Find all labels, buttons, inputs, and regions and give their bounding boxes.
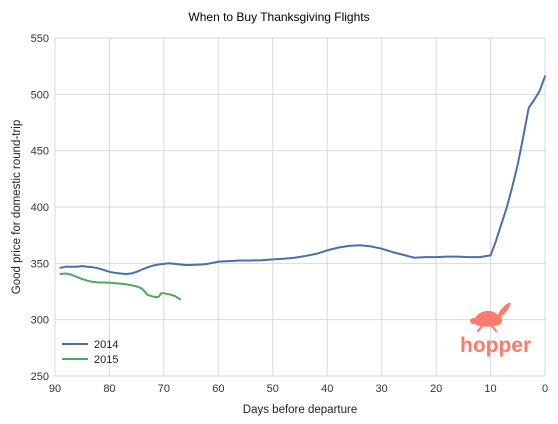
y-tick-label: 400	[31, 202, 49, 214]
legend-label-2015: 2015	[94, 354, 118, 366]
y-axis-label: Good price for domestic round-trip	[11, 120, 23, 295]
grid	[54, 37, 546, 377]
x-tick-label: 20	[430, 383, 442, 395]
series-line-2015	[59, 272, 182, 301]
chart-title: When to Buy Thanksgiving Flights	[188, 10, 369, 24]
x-tick-label: 10	[484, 383, 496, 395]
x-tick-label: 60	[212, 383, 224, 395]
legend: 2014 2015	[62, 339, 118, 366]
y-tick-label: 250	[31, 371, 49, 383]
x-axis-label: Days before departure	[243, 404, 357, 416]
legend-label-2014: 2014	[94, 339, 118, 351]
x-tick-label: 40	[321, 383, 333, 395]
hopper-logo: hopper	[460, 302, 531, 357]
y-tick-label: 350	[31, 258, 49, 270]
y-tick-labels: 250 300 350 400 450 500 550	[31, 33, 49, 383]
hopper-logo-text: hopper	[460, 334, 531, 357]
x-tick-label: 50	[267, 383, 279, 395]
x-tick-label: 0	[542, 383, 548, 395]
rabbit-icon	[470, 302, 511, 333]
y-tick-label: 550	[31, 33, 49, 45]
series-line-2014	[59, 75, 546, 275]
y-tick-label: 300	[31, 315, 49, 327]
series-layer	[59, 75, 546, 301]
x-tick-labels: 90 80 70 60 50 40 30 20 10 0	[49, 383, 548, 395]
y-tick-label: 500	[31, 89, 49, 101]
y-tick-label: 450	[31, 146, 49, 158]
x-tick-label: 70	[158, 383, 170, 395]
x-tick-label: 80	[103, 383, 115, 395]
x-tick-label: 90	[49, 383, 61, 395]
x-tick-label: 30	[376, 383, 388, 395]
